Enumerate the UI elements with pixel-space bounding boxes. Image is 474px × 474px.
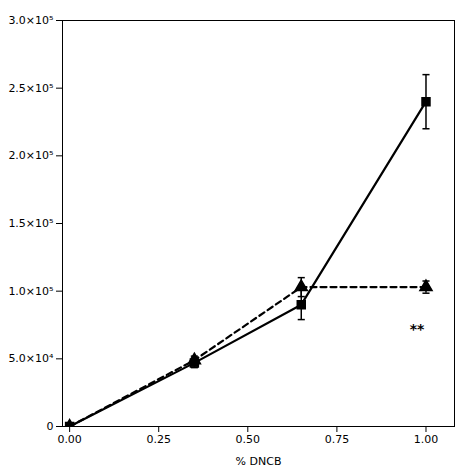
svg-text:3.0×10⁵: 3.0×10⁵: [8, 14, 53, 27]
svg-text:0.75: 0.75: [325, 433, 350, 446]
svg-text:% DNCB: % DNCB: [236, 455, 282, 468]
svg-text:0.50: 0.50: [236, 433, 260, 446]
svg-text:1.5×10⁵: 1.5×10⁵: [8, 217, 53, 230]
svg-text:5.0×10⁴: 5.0×10⁴: [8, 352, 54, 365]
svg-text:0.25: 0.25: [146, 433, 171, 446]
svg-text:**: **: [410, 321, 425, 337]
svg-text:2.5×10⁵: 2.5×10⁵: [8, 82, 53, 95]
svg-text:1.0×10⁵: 1.0×10⁵: [8, 285, 53, 298]
svg-text:2.0×10⁵: 2.0×10⁵: [8, 149, 53, 162]
svg-text:0: 0: [47, 420, 54, 433]
svg-text:1.00: 1.00: [414, 433, 439, 446]
svg-text:0.00: 0.00: [57, 433, 82, 446]
